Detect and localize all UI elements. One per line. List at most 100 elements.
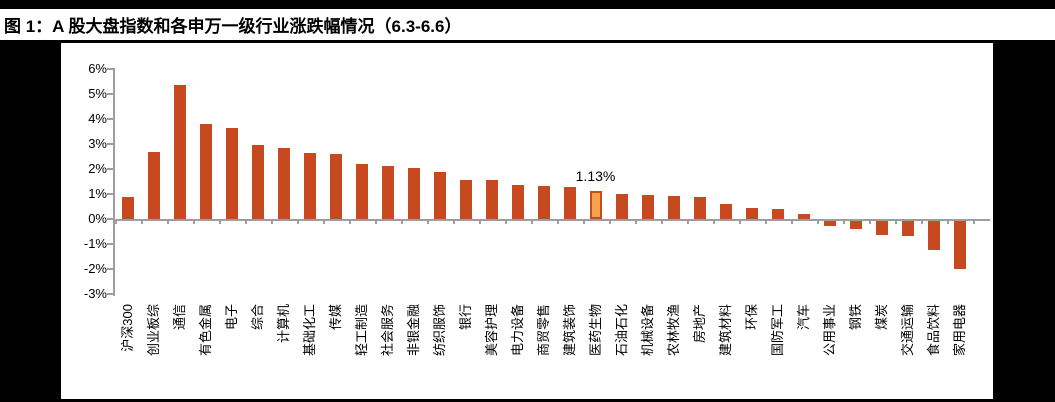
x-tick [556, 219, 559, 224]
y-tick-label: -2% [83, 261, 107, 276]
bar [199, 124, 212, 219]
bar [797, 214, 810, 219]
bar [407, 167, 420, 219]
x-tick [166, 219, 169, 224]
x-tick [712, 219, 715, 224]
y-tick [107, 93, 113, 95]
x-tick [114, 219, 117, 224]
x-category-label-text: 综合 [249, 304, 265, 331]
x-tick [582, 219, 585, 224]
y-tick [107, 68, 113, 70]
bar [953, 221, 966, 269]
bar [563, 187, 576, 219]
bar [121, 196, 134, 219]
bar [875, 221, 888, 236]
x-tick [764, 219, 767, 224]
y-tick-label: 4% [88, 111, 107, 126]
y-tick [107, 118, 113, 120]
bar [693, 197, 706, 219]
x-category-label-text: 社会服务 [379, 304, 395, 357]
x-category-label-text: 纺织服饰 [431, 304, 447, 357]
bar [225, 127, 238, 219]
x-category-label-text: 煤炭 [873, 304, 889, 331]
y-tick-label: -3% [83, 286, 107, 301]
y-tick-label: -1% [83, 236, 107, 251]
x-category-label-text: 建筑材料 [717, 304, 733, 357]
bar [303, 152, 316, 219]
x-category-label-text: 沪深300 [119, 304, 135, 352]
x-category-label-text: 机械设备 [639, 304, 655, 357]
y-tick [107, 268, 113, 270]
x-category-label-text: 计算机 [275, 304, 291, 344]
x-category-label-text: 银行 [457, 304, 473, 331]
y-tick [107, 168, 113, 170]
x-tick [946, 219, 949, 224]
x-category-label-text: 交通运输 [899, 304, 915, 357]
x-category-label-text: 美容护理 [483, 304, 499, 357]
bar [901, 221, 914, 236]
y-tick-label: 3% [88, 136, 107, 151]
x-tick [868, 219, 871, 224]
x-category-label-text: 农林牧渔 [665, 304, 681, 357]
x-category-label-text: 传媒 [327, 304, 343, 331]
bar [485, 180, 498, 219]
y-tick [107, 218, 113, 220]
x-category-label-text: 食品饮料 [925, 304, 941, 357]
x-tick [218, 219, 221, 224]
x-tick [140, 219, 143, 224]
x-tick [322, 219, 325, 224]
x-category-label-text: 钢铁 [847, 304, 863, 331]
y-tick [107, 193, 113, 195]
x-axis-line [113, 219, 990, 221]
y-tick-label: 2% [88, 161, 107, 176]
bar-highlighted [589, 190, 602, 219]
x-tick [400, 219, 403, 224]
x-tick [972, 219, 975, 224]
x-category-label-text: 轻工制造 [353, 304, 369, 357]
bar-chart-panel: 6% 5% 4% 3% 2% 1% 0% -1% -2% -3% 沪深300 创业板综 通信 有色金属电… [61, 43, 993, 399]
y-axis-line [113, 68, 115, 296]
x-category-label-text: 有色金属 [197, 304, 213, 357]
x-tick [504, 219, 507, 224]
x-category-label-text: 电力设备 [509, 304, 525, 357]
bar [251, 145, 264, 219]
x-category-label-text: 商贸零售 [535, 304, 551, 357]
x-category-label-text: 通信 [171, 304, 187, 331]
bar [615, 193, 628, 219]
x-tick [634, 219, 637, 224]
x-tick [426, 219, 429, 224]
x-tick [660, 219, 663, 224]
bar [277, 147, 290, 219]
y-tick [107, 143, 113, 145]
bar [147, 152, 160, 219]
x-tick [530, 219, 533, 224]
bar [927, 221, 940, 250]
bar [537, 185, 550, 219]
x-category-label-text: 非银金融 [405, 304, 421, 357]
data-label-annotation: 1.13% [575, 167, 616, 184]
bar [355, 163, 368, 219]
bar [771, 209, 784, 219]
bar [511, 184, 524, 219]
bar [329, 154, 342, 219]
x-category-label-text: 环保 [743, 304, 759, 331]
x-tick [296, 219, 299, 224]
y-tick-label: 5% [88, 86, 107, 101]
y-tick-label: 0% [88, 211, 107, 226]
x-category-label-text: 基础化工 [301, 304, 317, 357]
x-category-label-text: 建筑装饰 [561, 304, 577, 357]
x-tick [686, 219, 689, 224]
x-tick [920, 219, 923, 224]
x-tick [270, 219, 273, 224]
x-category-label-text: 房地产 [691, 304, 707, 344]
x-tick [244, 219, 247, 224]
x-category-label-text: 汽车 [795, 304, 811, 331]
bar [173, 85, 186, 219]
x-tick [374, 219, 377, 224]
x-tick [816, 219, 819, 224]
figure-title: 图 1：A 股大盘指数和各申万一级行业涨跌幅情况（6.3-6.6） [4, 17, 462, 36]
bar [745, 207, 758, 219]
x-category-label-text: 医药生物 [587, 304, 603, 357]
y-tick [107, 243, 113, 245]
bar [667, 195, 680, 219]
